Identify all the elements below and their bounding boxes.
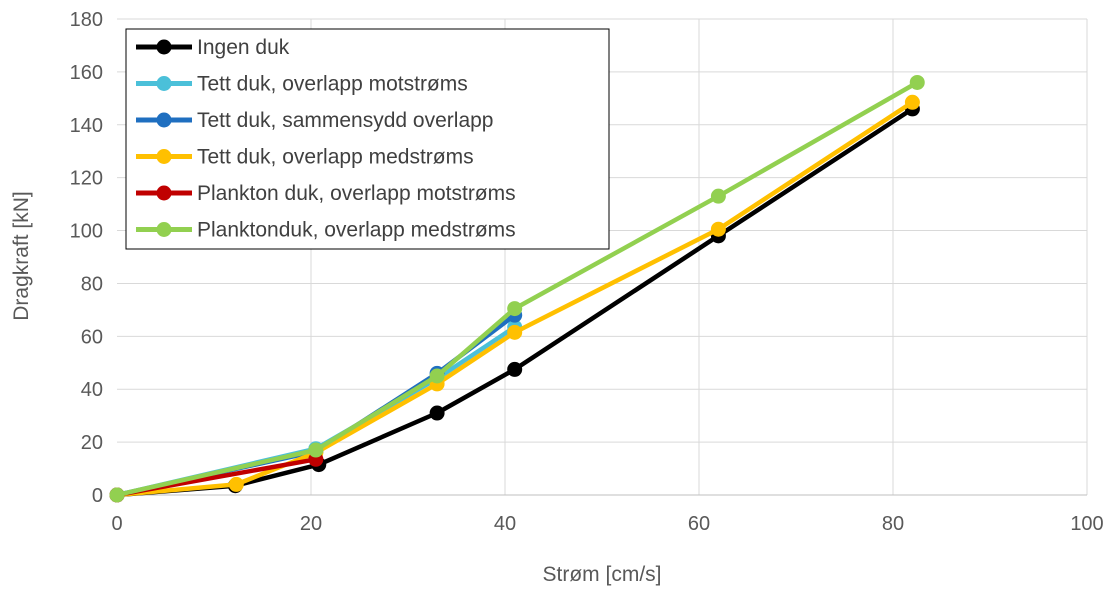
y-tick-label: 20 xyxy=(81,432,103,454)
legend-item: Plankton duk, overlapp motstrøms xyxy=(136,182,516,205)
legend-item: Planktonduk, overlapp medstrøms xyxy=(136,219,516,242)
data-point xyxy=(710,188,726,204)
y-tick-label: 0 xyxy=(92,485,103,507)
data-point xyxy=(710,221,726,237)
data-point xyxy=(507,301,523,317)
data-point xyxy=(507,361,523,377)
series-5 xyxy=(109,74,925,503)
data-point xyxy=(109,487,125,503)
x-tick-label: 100 xyxy=(1070,513,1103,535)
legend-label: Tett duk, sammensydd overlapp xyxy=(197,109,493,132)
legend-swatch-marker xyxy=(156,39,172,55)
y-tick-label: 40 xyxy=(81,379,103,401)
legend-label: Plankton duk, overlapp motstrøms xyxy=(197,182,516,205)
data-point xyxy=(909,74,925,90)
legend-label: Tett duk, overlapp medstrøms xyxy=(197,146,474,169)
y-tick-label: 140 xyxy=(70,115,103,137)
x-tick-label: 40 xyxy=(494,513,516,535)
data-point xyxy=(429,368,445,384)
y-tick-label: 180 xyxy=(70,9,103,31)
x-axis-title: Strøm [cm/s] xyxy=(543,563,662,586)
x-tick-label: 20 xyxy=(300,513,322,535)
x-tick-label: 80 xyxy=(882,513,904,535)
legend-swatch-marker xyxy=(156,112,172,128)
x-tick-labels: 0 20 40 60 80 100 xyxy=(111,513,1103,535)
x-tick-label: 0 xyxy=(111,513,122,535)
legend-swatch-marker xyxy=(156,185,172,201)
y-tick-label: 80 xyxy=(81,273,103,295)
data-point xyxy=(429,405,445,421)
series-group xyxy=(109,74,925,503)
series-1 xyxy=(109,319,523,503)
legend-label: Planktonduk, overlapp medstrøms xyxy=(197,219,516,242)
series-2 xyxy=(109,307,523,503)
legend-swatch-marker xyxy=(156,222,172,237)
y-tick-label: 60 xyxy=(81,326,103,348)
legend-box xyxy=(125,28,610,250)
y-tick-labels: 0 20 40 60 80 100 120 140 160 180 xyxy=(70,9,103,507)
legend-item: Ingen duk xyxy=(136,36,290,59)
legend-swatch-marker xyxy=(156,76,172,91)
data-point xyxy=(228,476,244,492)
legend-item: Tett duk, overlapp medstrøms xyxy=(136,146,474,169)
legend-label: Ingen duk xyxy=(197,36,290,59)
legend-item: Tett duk, overlapp motstrøms xyxy=(136,73,468,96)
y-tick-label: 120 xyxy=(70,168,103,190)
y-tick-label: 100 xyxy=(70,221,103,243)
x-tick-label: 60 xyxy=(688,513,710,535)
data-point xyxy=(507,324,523,340)
data-point xyxy=(308,442,324,458)
y-tick-label: 160 xyxy=(70,62,103,84)
series-line xyxy=(114,80,920,498)
legend-swatch-marker xyxy=(156,149,172,164)
legend: Ingen duk Tett duk, overlapp motstrøms Tet… xyxy=(125,28,610,250)
legend-label: Tett duk, overlapp motstrøms xyxy=(197,73,468,96)
y-axis-title: Dragkraft [kN] xyxy=(10,191,33,321)
data-point xyxy=(904,94,920,110)
legend-item: Tett duk, sammensydd overlapp xyxy=(136,109,493,132)
